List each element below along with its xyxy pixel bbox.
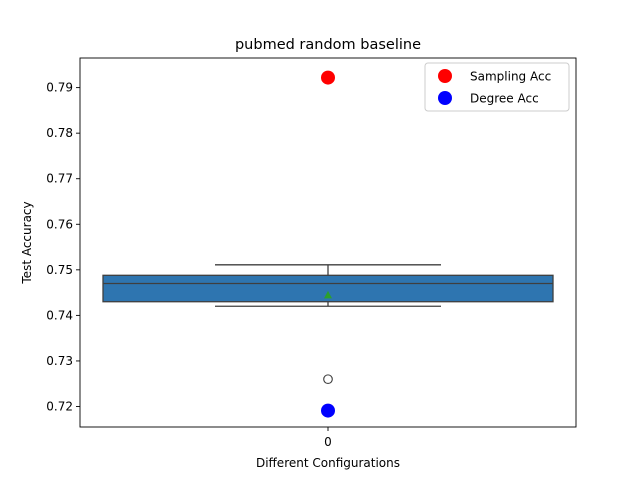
legend-label-degree-acc: Degree Acc [470,92,539,106]
y-tick-label: 0.75 [46,263,73,277]
y-tick-label: 0.72 [46,400,73,414]
plot-frame [79,57,577,428]
legend-marker-degree-acc [438,91,452,105]
mean-marker [324,290,332,299]
degree-acc-point [321,403,335,418]
y-tick-label: 0.76 [46,217,73,231]
chart-title: pubmed random baseline [235,37,421,53]
y-tick-label: 0.77 [46,172,73,186]
y-axis-label: Test Accuracy [20,201,34,284]
legend-entries: Sampling Acc Degree Acc [438,69,551,106]
x-tick-label: 0 [324,435,332,449]
y-tick-label: 0.78 [46,126,73,140]
legend-label-sampling-acc: Sampling Acc [470,70,551,84]
legend: Sampling Acc Degree Acc [424,62,570,112]
y-axis-ticks: 0.72 0.73 0.74 0.75 0.76 0.77 0.78 0.79 [46,81,80,414]
highlight-points [321,70,335,418]
legend-box [424,62,570,112]
sampling-acc-point [321,70,335,85]
y-tick-label: 0.74 [46,308,73,322]
legend-marker-sampling-acc [438,69,452,83]
x-axis-label: Different Configurations [256,456,400,470]
x-axis-ticks: 0 [324,427,332,449]
outlier-point [323,374,333,385]
outlier-markers [323,374,333,385]
y-tick-label: 0.79 [46,81,73,95]
y-tick-label: 0.73 [46,354,73,368]
